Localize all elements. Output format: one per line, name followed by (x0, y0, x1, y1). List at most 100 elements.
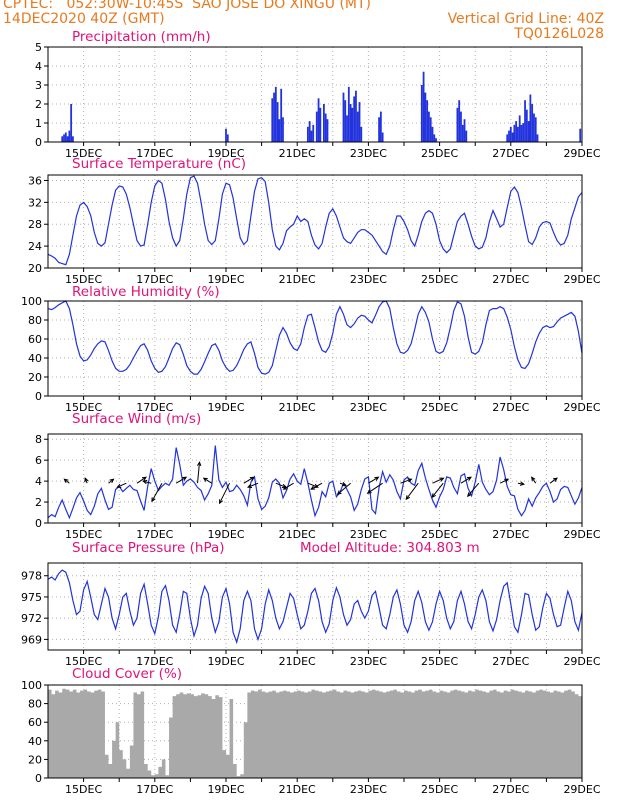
y-tick-label: 80 (28, 698, 42, 711)
wind-line (47, 445, 583, 520)
y-tick-label: 0 (35, 517, 42, 530)
precip-bar (517, 126, 519, 142)
plot-frame (47, 46, 583, 143)
wind-arrow-shaft (136, 476, 147, 484)
precip-bar (64, 132, 67, 142)
y-tick-label: 36 (28, 174, 42, 187)
precip-bar (522, 123, 525, 142)
wind-arrow-head (552, 477, 558, 482)
wind-arrow-shaft (460, 476, 472, 484)
wind-arrow-head (197, 461, 202, 467)
y-tick-label: 2 (35, 496, 42, 509)
wind-arrow (310, 482, 323, 490)
precip-bar (534, 117, 537, 142)
wind-arrow-head (374, 476, 380, 481)
wind-panel: 0 2 4 6 8 15DEC 17DEC 19DEC 21DEC 23DEC 25DEC 27DEC… (35, 411, 601, 541)
wind-arrow-shaft (531, 476, 537, 484)
wind-arrow-shaft (499, 478, 509, 484)
y-tick-label: 100 (21, 295, 42, 308)
y-tick-label: 0 (35, 136, 42, 149)
wind-arrow (432, 477, 445, 484)
precip-bar (428, 111, 430, 142)
precip-bar (310, 130, 313, 142)
wind-arrow-shaft (405, 482, 419, 500)
wind-arrow-head (466, 476, 472, 481)
wind-arrow-shaft (283, 482, 294, 490)
precip-bar (225, 128, 227, 142)
wind-arrow-head (519, 481, 526, 486)
x-tick-label: 27DEC (492, 783, 529, 796)
precip-bar (381, 132, 384, 142)
wind-arrow-shaft (431, 482, 444, 498)
x-tick-label: 29DEC (563, 655, 600, 668)
pressure-panel: 969 972 975 978 15DEC 17DEC 19DEC 21DEC 23DEC 25D… (21, 540, 601, 668)
precip-bar (360, 126, 363, 142)
precip-bar (349, 104, 352, 142)
precipitation-title: Precipitation (mm/h) (72, 29, 211, 45)
precip-bar (346, 115, 348, 142)
wind-arrow (431, 482, 444, 499)
wind-arrow-head (142, 479, 148, 485)
wind-arrow-head (219, 499, 224, 505)
y-tick-label: 0 (35, 390, 42, 403)
wind-arrow-shaft (203, 477, 213, 484)
y-tick-label: 20 (28, 262, 42, 275)
precip-bar (379, 111, 382, 142)
y-tick-label: 60 (28, 333, 42, 346)
wind-arrow-head (439, 477, 445, 482)
precip-bar (525, 109, 528, 142)
x-tick-label: 25DEC (421, 273, 458, 286)
x-tick-label: 17DEC (136, 783, 173, 796)
wind-arrow (108, 478, 115, 484)
wind-arrow (549, 477, 558, 484)
precip-bar (518, 115, 521, 142)
precip-bar (315, 111, 318, 142)
precip-bar (70, 104, 73, 142)
precip-bar (358, 102, 361, 142)
wind-arrow-shaft (310, 482, 323, 490)
precip-bar (68, 130, 71, 142)
wind-arrow (400, 478, 413, 484)
precip-bar (342, 92, 345, 142)
precip-bar (61, 136, 64, 142)
x-tick-label: 25DEC (421, 401, 458, 414)
temperature-panel: 20 24 28 32 36 15DEC 17DEC 19DEC 21DEC 23DEC 25DEC… (28, 156, 601, 286)
wind-arrow-shaft (367, 482, 383, 494)
x-tick-label: 19DEC (207, 528, 244, 541)
x-tick-label: 19DEC (207, 147, 244, 160)
precip-bar (435, 138, 437, 142)
x-tick-label: 15DEC (65, 783, 102, 796)
y-tick-label: 28 (28, 218, 42, 231)
wind-arrow-head (282, 485, 288, 490)
precip-bar (424, 92, 427, 142)
wind-arrow-head (504, 478, 510, 483)
precip-bar (282, 117, 284, 142)
wind-arrow-shaft (275, 482, 287, 488)
precip-bar (312, 124, 315, 142)
wind-title: Surface Wind (m/s) (72, 411, 201, 427)
humidity-title: Relative Humidity (%) (72, 284, 220, 300)
y-tick-label: 32 (28, 196, 42, 209)
x-tick-label: 23DEC (350, 273, 387, 286)
x-tick-label: 27DEC (492, 655, 529, 668)
wind-arrow (202, 477, 213, 484)
x-tick-label: 29DEC (563, 273, 600, 286)
precip-bar (273, 92, 275, 142)
wind-arrow-shaft (197, 462, 201, 484)
precip-bar (344, 100, 347, 142)
wind-arrow (467, 482, 480, 498)
wind-arrow-shaft (151, 482, 163, 502)
wind-arrow-shaft (432, 477, 444, 484)
x-tick-label: 21DEC (279, 528, 316, 541)
x-tick-label: 17DEC (136, 401, 173, 414)
precip-bar (353, 96, 356, 142)
header-code: TQ0126L028 (514, 26, 604, 42)
cloud-cover-title: Cloud Cover (%) (72, 666, 182, 682)
wind-arrow (175, 476, 188, 484)
y-tick-label: 975 (21, 591, 42, 604)
wind-arrow-head (341, 482, 348, 487)
precip-bar (226, 134, 229, 142)
y-tick-label: 2 (35, 98, 42, 111)
precip-bar (456, 107, 459, 142)
